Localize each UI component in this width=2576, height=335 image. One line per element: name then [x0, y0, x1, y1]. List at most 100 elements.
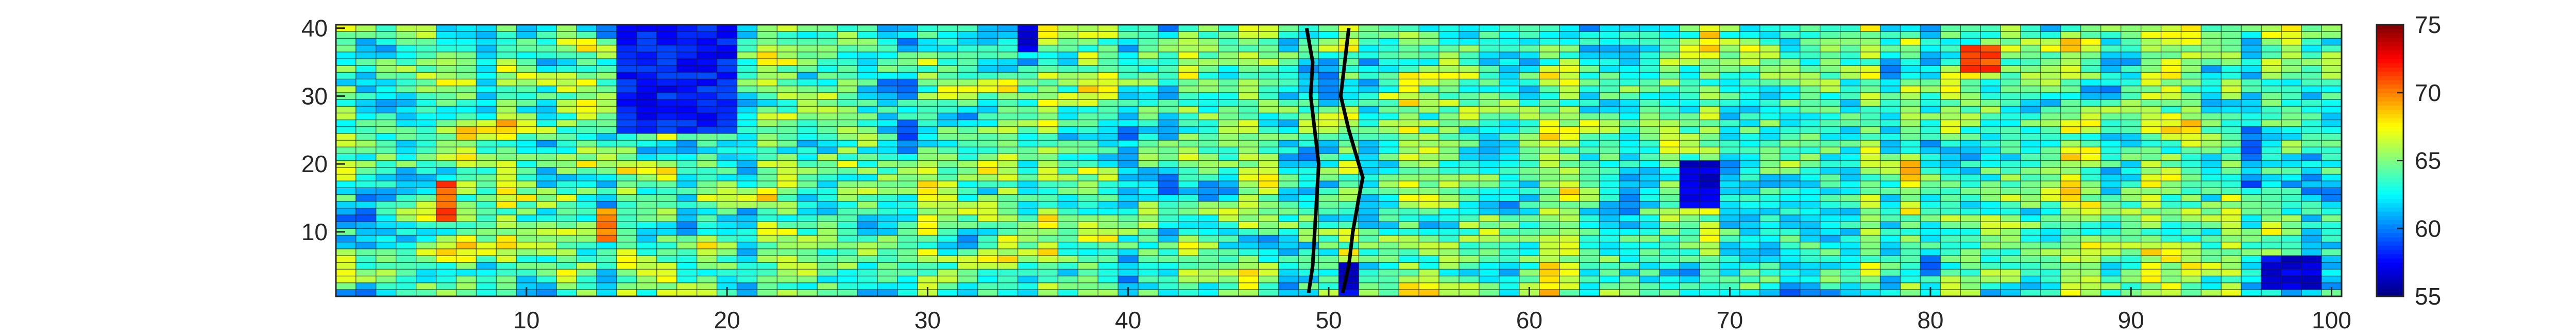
heatmap-cell	[1198, 44, 1219, 53]
heatmap-cell	[676, 174, 698, 181]
heatmap-cell	[1178, 255, 1199, 263]
heatmap-cell	[716, 38, 738, 46]
heatmap-cell	[2221, 248, 2242, 256]
heatmap-cell	[817, 241, 838, 249]
heatmap-cell	[1739, 31, 1760, 39]
heatmap-cell	[1879, 58, 1901, 66]
heatmap-cell	[1800, 160, 1821, 168]
heatmap-cell	[2060, 44, 2081, 53]
heatmap-cell	[2241, 200, 2262, 209]
heatmap-cell	[396, 160, 417, 168]
heatmap-cell	[1739, 119, 1760, 127]
heatmap-cell	[1780, 180, 1801, 188]
heatmap-cell	[2141, 214, 2162, 222]
heatmap-cell	[2261, 24, 2282, 32]
heatmap-cell	[837, 289, 858, 297]
heatmap-cell	[997, 72, 1019, 80]
heatmap-cell	[1619, 85, 1640, 93]
heatmap-cell	[2100, 214, 2122, 222]
heatmap-cell	[977, 99, 998, 107]
heatmap-cell	[1659, 241, 1681, 249]
heatmap-cell	[2160, 51, 2182, 59]
heatmap-cell	[2040, 174, 2061, 181]
heatmap-cell	[1258, 24, 1279, 32]
heatmap-cell	[2180, 65, 2202, 73]
heatmap-cell	[2100, 112, 2122, 121]
heatmap-cell	[897, 174, 918, 181]
heatmap-cell	[2100, 38, 2122, 46]
heatmap-cell	[596, 262, 617, 270]
heatmap-cell	[2281, 24, 2302, 32]
heatmap-cell	[1097, 140, 1118, 147]
heatmap-cell	[756, 99, 778, 107]
heatmap-cell	[2100, 200, 2122, 209]
heatmap-cell	[1859, 200, 1881, 209]
heatmap-cell	[516, 275, 537, 283]
heatmap-cell	[335, 234, 357, 243]
heatmap-cell	[1739, 208, 1760, 215]
heatmap-cell	[1739, 92, 1760, 100]
heatmap-cell	[2000, 24, 2021, 32]
heatmap-cell	[2180, 119, 2202, 127]
heatmap-cell	[1539, 282, 1560, 290]
heatmap-cell	[1438, 112, 1460, 121]
heatmap-cell	[1519, 180, 1540, 188]
heatmap-cell	[997, 126, 1019, 134]
heatmap-cell	[2121, 153, 2142, 161]
heatmap-cell	[1800, 146, 1821, 155]
heatmap-cell	[937, 119, 958, 127]
heatmap-cell	[2100, 51, 2122, 59]
heatmap-cell	[1117, 228, 1139, 236]
heatmap-cell	[1459, 180, 1480, 188]
heatmap-cell	[1459, 200, 1480, 209]
heatmap-cell	[1358, 282, 1380, 290]
heatmap-cell	[476, 51, 497, 59]
heatmap-cell	[1539, 208, 1560, 215]
heatmap-cell	[2080, 234, 2102, 243]
heatmap-cell	[1037, 166, 1059, 175]
heatmap-cell	[1559, 78, 1580, 87]
heatmap-cell	[416, 126, 437, 134]
heatmap-cell	[1739, 262, 1760, 270]
heatmap-cell	[2121, 166, 2142, 175]
heatmap-cell	[897, 140, 918, 147]
heatmap-cell	[2100, 31, 2122, 39]
heatmap-cell	[376, 85, 397, 93]
heatmap-cell	[2160, 72, 2182, 80]
x-tick-label: 60	[1516, 307, 1543, 333]
heatmap-cell	[1960, 194, 1981, 202]
heatmap-cell	[536, 282, 557, 290]
heatmap-cell	[1258, 262, 1279, 270]
heatmap-cell	[716, 208, 738, 215]
heatmap-cell	[796, 234, 818, 243]
heatmap-cell	[2160, 99, 2182, 107]
heatmap-cell	[1378, 200, 1399, 209]
heatmap-cell	[556, 160, 577, 168]
heatmap-cell	[1158, 166, 1179, 175]
heatmap-cell	[857, 234, 878, 243]
heatmap-cell	[676, 65, 698, 73]
heatmap-cell	[697, 85, 718, 93]
y-tick-label: 40	[301, 15, 328, 42]
heatmap-cell	[416, 38, 437, 46]
heatmap-cell	[997, 180, 1019, 188]
heatmap-cell	[1699, 146, 1720, 155]
x-tick-label: 70	[1717, 307, 1743, 333]
heatmap-cell	[2180, 289, 2202, 297]
heatmap-cell	[1900, 166, 1921, 175]
heatmap-cell	[476, 200, 497, 209]
heatmap-cell	[2100, 78, 2122, 87]
heatmap-cell	[897, 275, 918, 283]
heatmap-cell	[1739, 289, 1760, 297]
heatmap-cell	[476, 126, 497, 134]
heatmap-cell	[817, 248, 838, 256]
heatmap-cell	[656, 282, 677, 290]
heatmap-cell	[335, 275, 357, 283]
heatmap-cell	[2241, 24, 2262, 32]
heatmap-cell	[335, 166, 357, 175]
heatmap-cell	[576, 78, 597, 87]
heatmap-cell	[2141, 187, 2162, 195]
heatmap-cell	[1398, 262, 1419, 270]
heatmap-cell	[1198, 262, 1219, 270]
heatmap-cell	[2281, 208, 2302, 215]
